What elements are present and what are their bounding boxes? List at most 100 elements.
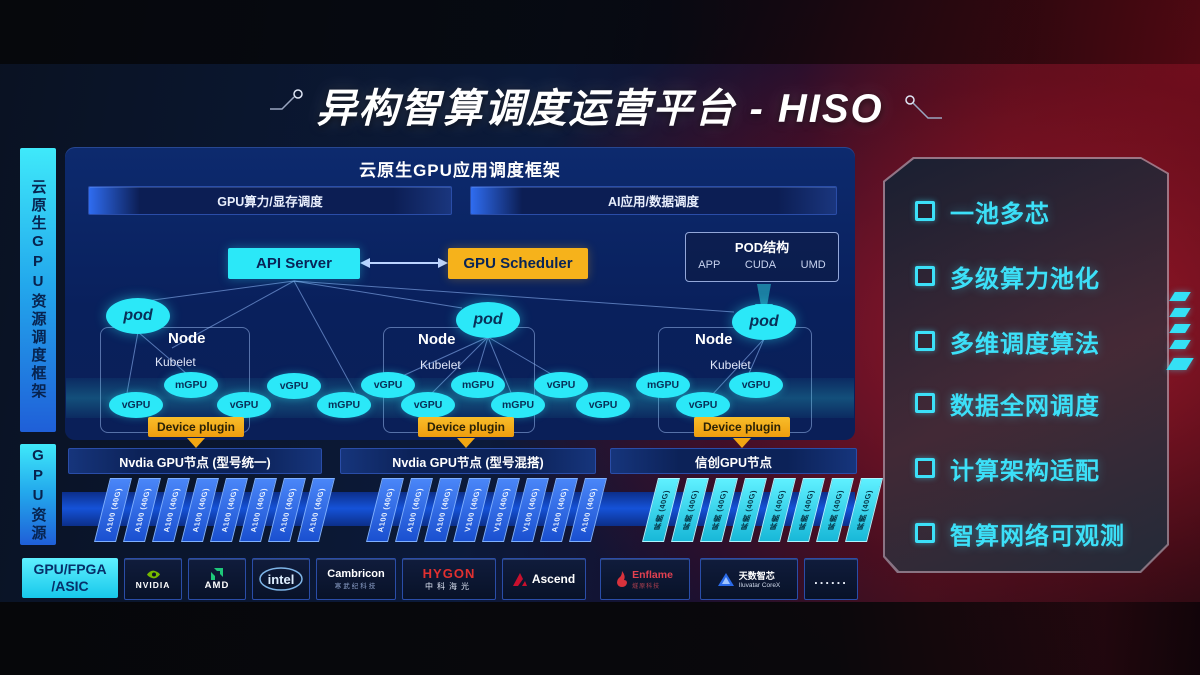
sidebar-gpu-resource-label: GPU资源 [29,446,47,543]
gpu-unit-ellipse: vGPU [534,372,588,398]
feature-label: 计算架构适配 [950,457,1100,485]
cambricon-label: Cambricon [327,568,385,580]
feature-label: 多级算力池化 [950,265,1100,293]
sidebar-gpu-resource: GPU资源 [20,444,56,545]
circuit-decoration-left [270,89,303,110]
pod-ellipse-2: pod [456,302,520,338]
square-bullet-icon [915,523,935,543]
kubelet-label-1: Kubelet [155,355,196,369]
kubelet-label-2: Kubelet [420,358,461,372]
gpu-card-label: 昇腾 (40G) [796,489,816,531]
sidebar-cloud-native-gpu-label: 云原生GPU资源调度框架 [29,179,47,401]
feature-item-1: 一池多芯 [915,196,1050,228]
vendor-tile-ascend: Ascend [502,558,586,600]
gpu-node-header-1: Nvdia GPU节点 (型号统一) [68,448,322,474]
gpu-node-header-2: Nvdia GPU节点 (型号混搭) [340,448,596,474]
gpu-card-label: 昇腾 (40G) [854,489,874,531]
pod-structure-box: POD结构 APP CUDA UMD [685,232,839,282]
nvidia-logo-icon [146,570,160,578]
ascend-logo-icon [512,572,527,586]
gpu-unit-ellipse: vGPU [109,392,163,418]
gpu-card-label: V100 (40G) [462,488,482,532]
page-title: 异构智算调度运营平台 - HISO [316,87,884,131]
gpu-card-label: A100 (40G) [189,487,211,533]
api-server-box: API Server [228,248,360,279]
gpu-unit-ellipse: vGPU [361,372,415,398]
pod-structure-item-app: APP [698,259,721,271]
plugin-arrow-1 [187,438,205,448]
bar-gpu-compute-scheduling: GPU算力/显存调度 [88,186,452,215]
square-bullet-icon [915,393,935,413]
square-bullet-icon [915,331,935,351]
square-bullet-icon [915,458,935,478]
amd-logo-icon [211,567,223,580]
gpu-card-label: A100 (40G) [374,487,396,533]
square-bullet-icon [915,266,935,286]
gpu-unit-ellipse: mGPU [317,392,371,418]
enflame-label: Enflame [632,568,673,581]
intel-logo-icon [259,567,303,591]
gpu-unit-ellipse: mGPU [491,392,545,418]
gpu-card-label: 昇腾 (40G) [738,489,758,531]
gpu-unit-ellipse: mGPU [451,372,505,398]
gpu-card-label: 昇腾 (40G) [680,489,700,531]
vendor-tile-nvidia: NVIDIA [124,558,182,600]
node-label-3: Node [695,331,733,348]
asic-line2: /ASIC [51,578,89,594]
sidebar-cloud-native-gpu: 云原生GPU资源调度框架 [20,148,56,432]
top-shade [0,0,1200,64]
device-plugin-2: Device plugin [418,417,514,437]
gpu-node-header-3: 信创GPU节点 [610,448,857,474]
amd-label: AMD [204,579,230,591]
gpu-cards-group-1: A100 (40G) A100 (40G) A100 (40G) A100 (40G)… [94,478,335,542]
gpu-unit-ellipse: vGPU [217,392,271,418]
gpu-unit-ellipse: vGPU [267,373,321,399]
enflame-sublabel: 燧原科技 [632,583,661,590]
asic-line1: GPU/FPGA [33,561,107,577]
vendor-tile-cambricon: Cambricon 寒武纪科技 [316,558,396,600]
gpu-card-label: A100 (40G) [548,487,570,533]
device-plugin-1: Device plugin [148,417,244,437]
intel-label: intel [267,571,295,587]
gpu-unit-ellipse: mGPU [636,372,690,398]
hygon-label: HYGON [422,566,476,581]
feature-item-3: 多维调度算法 [915,326,1100,358]
gpu-card-label: V100 (40G) [520,488,540,532]
pod-structure-item-cuda: CUDA [744,259,777,271]
vendor-tile-more: ...... [804,558,858,600]
bar-ai-data-scheduling: AI应用/数据调度 [470,186,837,215]
bottom-shade [0,602,1200,675]
feature-label: 一池多芯 [950,200,1050,228]
gpu-card-label: V100 (40G) [491,488,511,532]
pod-ellipse-1: pod [106,298,170,334]
iluvatar-sublabel: Iluvatar CoreX [738,582,781,589]
slash-decoration [1169,340,1191,349]
gpu-card-label: 昇腾 (40G) [767,489,787,531]
gpu-card-label: A100 (40G) [432,487,454,533]
framework-header: 云原生GPU应用调度框架 [359,161,561,180]
node-label-1: Node [168,330,206,347]
ascend-label: Ascend [531,572,576,586]
gpu-card-label: A100 (40G) [102,487,124,533]
gpu-card-label: 昇腾 (40G) [709,489,729,531]
more-vendors-label: ...... [814,571,848,587]
gpu-unit-ellipse: vGPU [576,392,630,418]
iluvatar-label: 天数智芯 [738,571,775,581]
feature-panel [885,159,1167,571]
gpu-card-label: A100 (40G) [577,487,599,533]
vendor-tile-iluvatar: 天数智芯 Iluvatar CoreX [700,558,798,600]
gpu-card-label: A100 (40G) [131,487,153,533]
device-plugin-3: Device plugin [694,417,790,437]
vendor-tile-intel: intel [252,558,310,600]
iluvatar-logo-icon [717,572,734,586]
feature-label: 数据全网调度 [950,392,1100,420]
feature-label: 多维调度算法 [950,330,1100,358]
gpu-card-label: 昇腾 (40G) [651,489,671,531]
feature-label: 智算网络可观测 [950,522,1125,550]
slash-decoration [1169,292,1191,301]
gpu-scheduler-box: GPU Scheduler [448,248,588,279]
gpu-card-label: 昇腾 (40G) [825,489,845,531]
feature-item-2: 多级算力池化 [915,261,1100,293]
gpu-card-label: A100 (40G) [276,487,298,533]
enflame-logo-icon [617,571,628,587]
